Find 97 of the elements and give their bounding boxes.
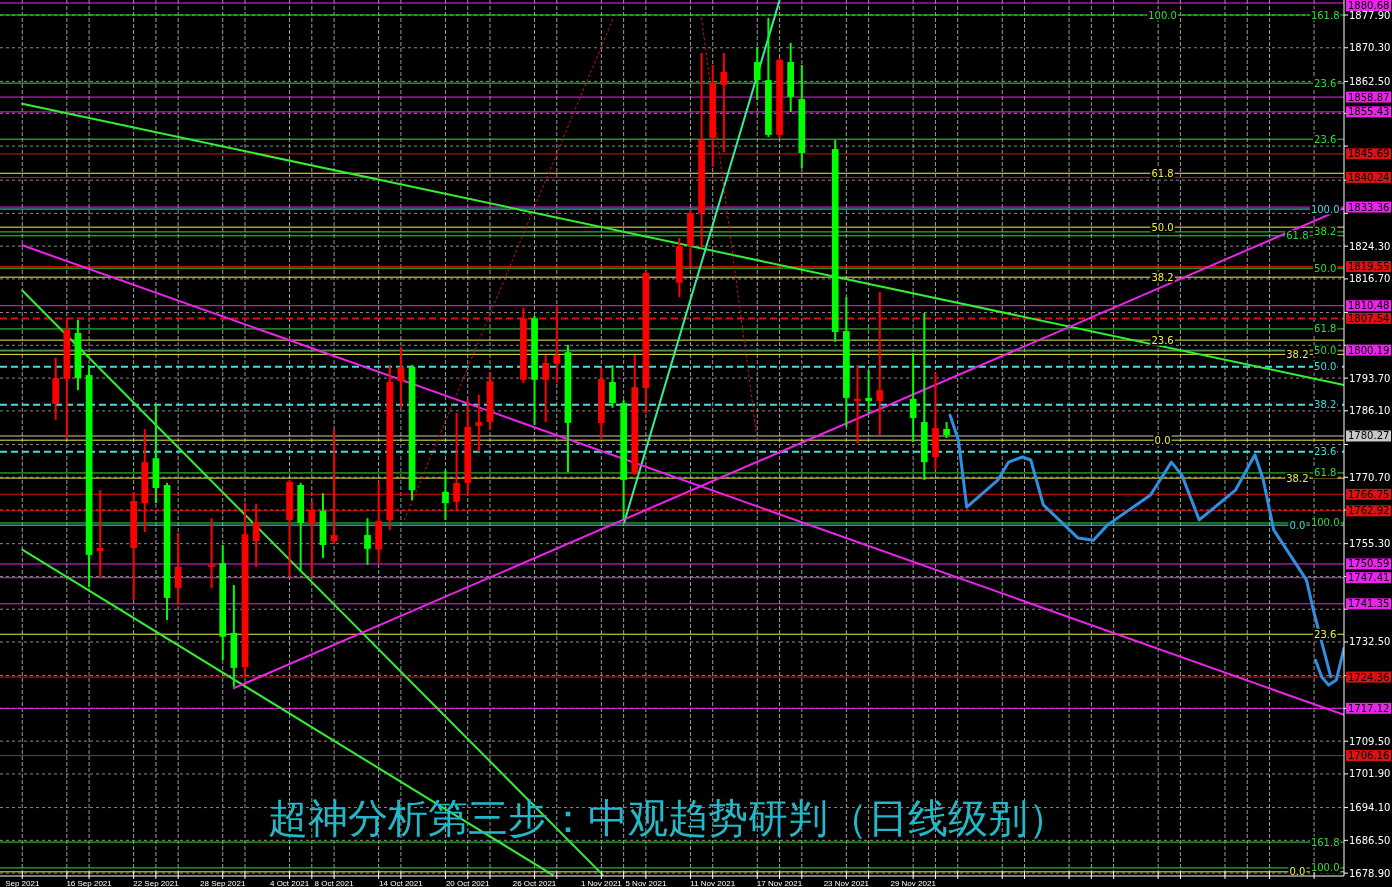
y-tick-label: 1770.70 [1349,471,1391,483]
x-tick-label: 26 Oct 2021 [512,878,557,887]
y-tick-label: 1732.50 [1349,636,1391,648]
text: 超神分析第三步：中观趋势研判（日线级别） [268,795,1068,841]
candlestick [330,428,338,544]
y-tick-label: 1709.50 [1349,735,1391,747]
ref-line-label: 1750.59 [1348,558,1390,570]
x-tick-label: Sep 2021 [5,878,40,887]
annotation: 161.8 [1310,9,1340,21]
annotation: 61.8 [1314,467,1337,479]
y-tick-label: 1686.50 [1349,834,1391,846]
candlestick [442,468,449,521]
annotation: 100.0 [1310,862,1340,874]
x-tick-label: 16 Sep 2021 [66,878,113,887]
y-tick-label: 1862.50 [1349,75,1391,87]
x-tick-label: 20 Oct 2021 [445,878,491,887]
annotation: 0.0 [1154,434,1171,446]
candlestick [208,517,215,590]
ref-line-label: 1819.55 [1348,261,1390,273]
ref-line-label: 1845.69 [1348,148,1390,160]
annotation: 100.0 [1148,9,1177,21]
y-tick-label: 1816.70 [1349,273,1391,285]
ref-line-label: 1747.41 [1348,572,1390,584]
candlestick [453,412,460,512]
x-tick-label: 29 Nov 2021 [890,878,937,887]
ref-line-label: 1858.87 [1348,91,1390,103]
candlestick [909,352,917,443]
ref-line-label: 1880.68 [1348,0,1390,11]
ref-line-label: 1810.48 [1348,300,1390,312]
annotation: 23.6 [1314,133,1337,145]
ref-line-label: 1706.16 [1348,750,1390,762]
ref-line-label: 1833.36 [1348,201,1390,213]
x-tick-label: 8 Oct 2021 [314,878,355,887]
candlestick [854,364,861,445]
ref-line-label: 1780.27 [1348,430,1390,442]
y-tick-label: 1694.10 [1349,802,1391,814]
annotation: 100.0 [1310,203,1340,215]
annotation: 61.8 [1286,230,1309,242]
annotation: 100.0 [1310,517,1340,529]
candlestick [609,364,616,409]
y-tick-label: 1870.30 [1349,42,1391,54]
ref-line-label: 1855.43 [1348,106,1390,118]
x-tick-label: 4 Oct 2021 [269,878,310,887]
annotation: 50.0 [1314,361,1337,373]
ref-line-label: 1762.92 [1348,505,1390,517]
y-tick-label: 1755.30 [1349,538,1391,550]
y-tick-label: 1678.90 [1349,867,1391,879]
ref-line-label: 1840.24 [1348,171,1390,183]
annotation: 61.8 [1314,323,1337,335]
candlestick [553,304,561,384]
x-tick-label: 28 Sep 2021 [200,878,246,887]
ref-line-label: 1766.75 [1348,488,1390,500]
candlestick [252,503,260,568]
candlestick [720,51,728,154]
ref-line-label: 1807.54 [1348,312,1390,324]
annotation: 0.0 [1289,866,1306,878]
annotation: 50.0 [1314,345,1337,357]
candlestick [542,354,550,424]
ref-line-label: 1741.35 [1348,598,1390,610]
annotation: 61.8 [1151,167,1174,179]
y-tick-label: 1824.30 [1349,240,1391,252]
candlestick [174,531,182,606]
annotation: 38.2 [1151,271,1174,283]
candlestick [475,393,483,453]
y-tick-label: 1786.10 [1349,405,1391,417]
x-tick-label: 11 Nov 2021 [690,878,736,887]
annotation: 23.6 [1151,334,1174,346]
x-tick-label: 5 Nov 2021 [625,878,667,887]
annotation: 38.2 [1286,348,1309,360]
annotation: 38.2 [1314,399,1337,411]
annotation: 23.6 [1314,446,1337,458]
annotation: 0.0 [1289,519,1306,531]
ref-line-label: 1724.36 [1348,671,1390,683]
y-tick-label: 1877.90 [1349,9,1391,21]
annotation: 38.2 [1314,226,1337,238]
x-tick-label: 14 Oct 2021 [379,878,424,887]
ref-line-label: 1717.12 [1348,702,1390,714]
candlestick [753,45,761,101]
x-tick-label: 22 Sep 2021 [133,878,180,887]
candlestick [96,489,104,578]
annotation: 38.2 [1286,472,1309,484]
annotation: 23.6 [1314,77,1337,89]
y-tick-label: 1793.70 [1349,372,1391,384]
y-tick-label: 1701.90 [1349,768,1391,780]
annotation: 23.6 [1314,628,1337,640]
candlestick [364,517,371,566]
candlestick [308,500,316,578]
line-series [1313,646,1344,687]
annotation: 161.8 [1310,836,1340,848]
annotation: 50.0 [1151,221,1174,233]
x-tick-label: 17 Nov 2021 [756,878,803,887]
annotation: 50.0 [1314,262,1337,274]
x-tick-label: 23 Nov 2021 [823,878,870,887]
candlestick [876,290,884,436]
candlestick [865,368,872,415]
x-tick-label: 1 Nov 2021 [580,878,623,887]
ref-line-label: 1800.19 [1348,344,1390,356]
